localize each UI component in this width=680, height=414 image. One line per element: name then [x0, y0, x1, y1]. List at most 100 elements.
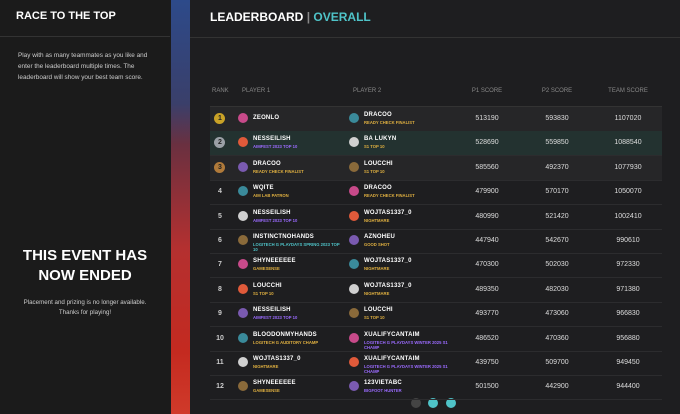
score: 473060: [545, 310, 569, 318]
player-name: DRACOO: [364, 185, 392, 192]
avatar: [238, 259, 248, 270]
player-tag: AIMFEST 2023 TOP 10: [253, 315, 298, 321]
page-next[interactable]: [446, 398, 456, 408]
score: 570170: [545, 188, 569, 196]
player-tag: READY CHECK FINALIST: [364, 120, 415, 125]
score: 542670: [545, 237, 569, 244]
avatar: [349, 308, 359, 319]
score: 501500: [475, 383, 499, 391]
player-name: ZEONLO: [253, 115, 280, 121]
score: 1050070: [614, 188, 642, 196]
score: 528690: [475, 139, 499, 147]
leaderboard-row[interactable]: 7 SHYNEEEEEE GAMESENSE WOJTAS1337_0 NIGHTMAR…: [210, 253, 662, 279]
player-name: NESSEILISH: [253, 136, 291, 143]
player-name: XUALIFYCANTAIM: [364, 331, 420, 338]
rank: 8: [218, 285, 222, 293]
player-name: SHYNEEEEEE: [253, 258, 296, 265]
avatar: [349, 332, 359, 343]
rank: 10: [216, 334, 224, 342]
page-current[interactable]: [428, 398, 438, 408]
score: 1077930: [614, 163, 642, 171]
player-tag: LOGITECH G PLAYDAYS WINTER 2025 S1 CHAMP: [364, 339, 448, 350]
header-separator: |: [306, 10, 311, 24]
banner-strip: [171, 0, 190, 414]
score: 482030: [545, 285, 569, 293]
score: 1107020: [614, 115, 642, 122]
score: 944400: [616, 383, 640, 391]
rank-medal: [214, 137, 225, 149]
leaderboard-row[interactable]: 5 NESSEILISH AIMFEST 2023 TOP 10 WOJTAS1337…: [210, 205, 662, 230]
score: 593830: [545, 115, 569, 122]
sidebar-note: Placement and prizing is no longer avail…: [23, 299, 147, 316]
player-name: LOUCCHI: [364, 307, 393, 314]
player-name: AZNOHEU: [364, 234, 396, 240]
score: 1002410: [614, 212, 642, 220]
leaderboard-row[interactable]: 12 SHYNEEEEEE GAMESENSE 123VIETABC BIGFOOT H…: [210, 375, 662, 401]
rank: 9: [218, 310, 222, 318]
leaderboard-row[interactable]: 10 BLOODONMYHANDS LOGITECH G AUDITORY CHAM…: [210, 327, 662, 352]
score: 486520: [475, 334, 499, 342]
score: 489350: [475, 285, 499, 293]
avatar: [349, 283, 359, 294]
leaderboard-panel: LEADERBOARD | OVERALL: [190, 0, 680, 414]
avatar: [238, 186, 248, 197]
column-header: PLAYER 2: [353, 88, 382, 94]
avatar: [349, 137, 359, 148]
score: 470300: [475, 261, 499, 269]
leaderboard-row[interactable]: 6 INSTINCTNOHANDS LOGITECH G PLAYDAYS SPRI…: [210, 229, 662, 254]
player-name: DRACOO: [364, 112, 392, 118]
rank: 2: [218, 139, 222, 147]
player-name: WOJTAS1337_0: [364, 282, 412, 289]
avatar: [238, 381, 248, 392]
avatar: [238, 113, 248, 123]
score: 971380: [616, 285, 640, 293]
avatar: [349, 235, 359, 245]
rank: 6: [218, 237, 222, 244]
header-view[interactable]: OVERALL: [313, 10, 371, 24]
player-name: LOUCCHI: [253, 282, 282, 289]
header-title: LEADERBOARD: [210, 10, 304, 24]
score: 509700: [545, 359, 569, 366]
leaderboard-row[interactable]: 9 NESSEILISH AIMFEST 2023 TOP 10 LOUCCHI S1 …: [210, 302, 662, 328]
leaderboard-row[interactable]: 11 WOJTAS1337_0 NIGHTMARE XUALIFYCANTAIM LOG…: [210, 351, 662, 376]
score: 502030: [545, 261, 569, 269]
player-name: INSTINCTNOHANDS: [253, 234, 314, 240]
avatar: [238, 332, 248, 343]
column-header: P1 SCORE: [471, 88, 503, 94]
leaderboard-row[interactable]: 4 WQITE AIM LAB PATRON DRACOO READY CHECK FI…: [210, 180, 662, 206]
sidebar-intro: Play with as many teammates as you like …: [18, 52, 148, 81]
leaderboard-row[interactable]: 8 LOUCCHI S1 TOP 10 WOJTAS1337_0 NIGHTMARE 48…: [210, 278, 662, 303]
player-tag: READY CHECK FINALIST: [364, 193, 415, 199]
player-name: BA LUKYN: [364, 136, 397, 143]
rank: 3: [218, 163, 222, 171]
page-prev[interactable]: [411, 398, 421, 408]
leaderboard-row[interactable]: 2 NESSEILISH AIMFEST 2023 TOP 10 BA LUKYN S1…: [210, 131, 662, 157]
leaderboard-row[interactable]: 1 ZEONLO DRACOO READY CHECK FINALIST 513190 5…: [210, 107, 662, 132]
player-tag: READY CHECK FINALIST: [253, 168, 304, 174]
avatar: [238, 283, 248, 294]
player-tag: S1 TOP 10: [364, 315, 385, 321]
player-tag: BIGFOOT HUNTER: [364, 388, 402, 394]
score: 513190: [475, 115, 499, 122]
avatar: [349, 381, 359, 392]
player-name: WOJTAS1337_0: [253, 356, 301, 362]
sidebar: RACE TO THE TOP Play with as many teamma…: [0, 0, 170, 414]
score: 585560: [475, 163, 499, 171]
player-tag: GOOD SHOT: [364, 242, 390, 247]
player-tag: NIGHTMARE: [364, 266, 390, 272]
rank-medal: [214, 113, 225, 124]
player-tag: LOGITECH G AUDITORY CHAMP: [253, 339, 319, 345]
score: 492370: [545, 163, 569, 171]
player-name: BLOODONMYHANDS: [253, 331, 317, 338]
player-name: WOJTAS1337_0: [364, 258, 412, 265]
player-tag: AIM LAB PATRON: [253, 193, 289, 199]
leaderboard-row[interactable]: 3 DRACOO READY CHECK FINALIST LOUCCHI S1 TOP…: [210, 155, 662, 181]
score: 479900: [475, 188, 499, 196]
avatar: [349, 186, 359, 197]
score: 956880: [616, 334, 640, 342]
header: LEADERBOARD | OVERALL: [210, 10, 371, 24]
avatar: [238, 210, 248, 221]
score: 470360: [545, 334, 569, 342]
player-tag: AIMFEST 2023 TOP 10: [253, 144, 298, 150]
score: 442900: [545, 383, 569, 391]
